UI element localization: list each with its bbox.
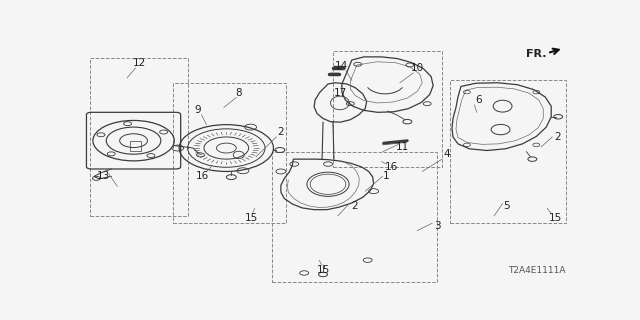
Text: 12: 12	[133, 58, 146, 68]
Text: 15: 15	[548, 213, 562, 223]
Text: 6: 6	[475, 95, 482, 105]
Text: T2A4E1111A: T2A4E1111A	[508, 266, 565, 275]
Text: 5: 5	[503, 201, 510, 211]
Text: 15: 15	[244, 213, 258, 223]
Text: 2: 2	[278, 127, 284, 137]
Text: 13: 13	[97, 172, 110, 181]
Bar	[273, 152, 437, 282]
Text: 8: 8	[236, 88, 242, 98]
Text: 16: 16	[385, 162, 397, 172]
Text: 16: 16	[196, 172, 209, 181]
Text: 2: 2	[554, 132, 561, 142]
Text: 10: 10	[411, 63, 424, 73]
Bar	[449, 80, 566, 223]
Text: 3: 3	[434, 221, 440, 231]
Text: 17: 17	[334, 88, 347, 98]
Bar	[173, 83, 286, 223]
Bar	[129, 141, 141, 150]
Bar	[90, 58, 188, 216]
Text: 1: 1	[383, 172, 390, 181]
Text: 11: 11	[396, 142, 409, 152]
Text: 15: 15	[316, 265, 330, 275]
Bar	[333, 51, 442, 166]
Text: 4: 4	[444, 149, 451, 159]
Text: FR.: FR.	[527, 49, 547, 60]
Text: 2: 2	[351, 201, 358, 211]
Text: 9: 9	[195, 105, 202, 115]
Text: 14: 14	[335, 60, 349, 70]
